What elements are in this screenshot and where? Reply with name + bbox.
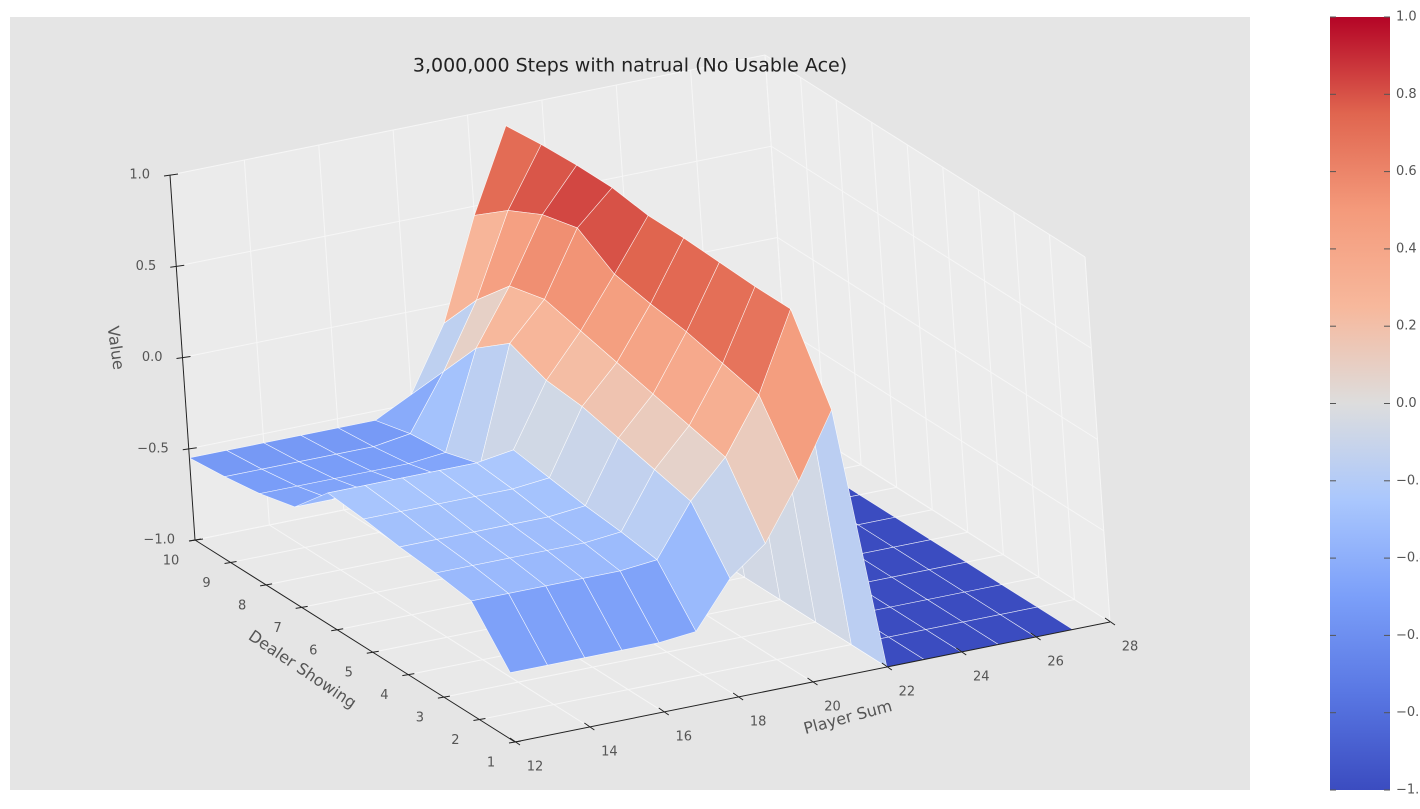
colorbar-tick-label: −0.6 bbox=[1396, 628, 1420, 643]
y-tick-label: 10 bbox=[163, 554, 180, 569]
surface-patch bbox=[470, 593, 548, 673]
x-tick-label: 12 bbox=[527, 760, 544, 775]
x-tick bbox=[955, 647, 967, 656]
x-tick-label: 20 bbox=[824, 700, 841, 715]
y-tick-label: 2 bbox=[451, 733, 459, 748]
x-tick bbox=[1104, 617, 1116, 626]
y-tick-label: 8 bbox=[238, 598, 246, 613]
y-tick-label: 5 bbox=[345, 666, 353, 681]
colorbar-tick-label: −0.4 bbox=[1396, 551, 1420, 566]
y-tick bbox=[508, 740, 522, 744]
y-tick-label: 4 bbox=[380, 688, 388, 703]
y-tick bbox=[224, 560, 237, 564]
grid-line bbox=[789, 419, 1111, 623]
x-tick-label: 22 bbox=[899, 685, 916, 700]
colorbar-tick-label: 0.4 bbox=[1396, 241, 1417, 256]
colorbar-tick-label: −0.2 bbox=[1396, 473, 1420, 488]
x-tick-label: 14 bbox=[601, 745, 618, 760]
x-tick bbox=[732, 692, 744, 701]
colorbar-tick-label: −0.8 bbox=[1396, 705, 1420, 720]
y-tick bbox=[366, 650, 379, 654]
y-tick-label: 1 bbox=[487, 756, 495, 771]
grid-line bbox=[169, 54, 766, 176]
x-tick-label: 26 bbox=[1047, 655, 1064, 670]
y-tick bbox=[402, 673, 415, 677]
z-tick bbox=[170, 264, 185, 268]
z-tick bbox=[188, 538, 204, 542]
colorbar-tick-label: 0.8 bbox=[1396, 87, 1417, 102]
colorbar bbox=[1330, 17, 1390, 790]
colorbar-tick-label: 1.0 bbox=[1396, 10, 1417, 25]
colorbar-axis: −1.0 −0.8 −0.6 −0.4 −0.2 0.0 0.2 0.4 0.6 0.8 1.0 bbox=[1330, 10, 1420, 798]
z-tick bbox=[163, 173, 179, 177]
y-axis bbox=[194, 539, 516, 743]
z-tick-label: 0.5 bbox=[136, 259, 157, 274]
scene: 12141618202224262812345678910−1.0−0.50.0… bbox=[129, 54, 1139, 775]
y-tick bbox=[437, 695, 450, 699]
y-tick bbox=[260, 583, 273, 587]
x-tick bbox=[881, 662, 893, 671]
grid-line bbox=[770, 145, 1092, 349]
y-tick-label: 9 bbox=[202, 576, 210, 591]
z-tick-label: 0.0 bbox=[142, 350, 163, 365]
y-tick-label: 7 bbox=[274, 621, 282, 636]
colorbar-tick-label: 0.2 bbox=[1396, 319, 1417, 334]
x-tick bbox=[1030, 632, 1041, 641]
grid-line bbox=[777, 237, 1098, 440]
chart-title: 3,000,000 Steps with natrual (No Usable … bbox=[413, 55, 847, 77]
y-tick bbox=[331, 628, 344, 632]
grid-line bbox=[764, 54, 1086, 258]
grid-line bbox=[176, 145, 772, 267]
y-tick bbox=[295, 605, 308, 609]
z-tick bbox=[182, 447, 197, 451]
grid-line bbox=[783, 328, 1105, 532]
y-tick-label: 3 bbox=[416, 711, 424, 726]
z-tick-label: −1.0 bbox=[143, 533, 175, 548]
x-tick-label: 16 bbox=[675, 730, 692, 745]
x-tick bbox=[807, 677, 818, 686]
grid-line bbox=[269, 524, 590, 728]
x-tick-label: 28 bbox=[1122, 640, 1139, 655]
z-tick bbox=[176, 356, 191, 359]
z-tick-label: −0.5 bbox=[137, 441, 169, 456]
colorbar-tick-label: 0.6 bbox=[1396, 164, 1417, 179]
y-tick-label: 6 bbox=[309, 643, 317, 658]
x-tick bbox=[584, 722, 595, 731]
z-tick-label: 1.0 bbox=[129, 168, 150, 183]
x-tick bbox=[658, 707, 670, 716]
x-tick-label: 18 bbox=[750, 715, 767, 730]
colorbar-tick-label: −1.0 bbox=[1396, 783, 1420, 798]
y-tick bbox=[473, 718, 486, 722]
colorbar-tick-label: 0.0 bbox=[1396, 396, 1417, 411]
x-tick-label: 24 bbox=[973, 670, 990, 685]
